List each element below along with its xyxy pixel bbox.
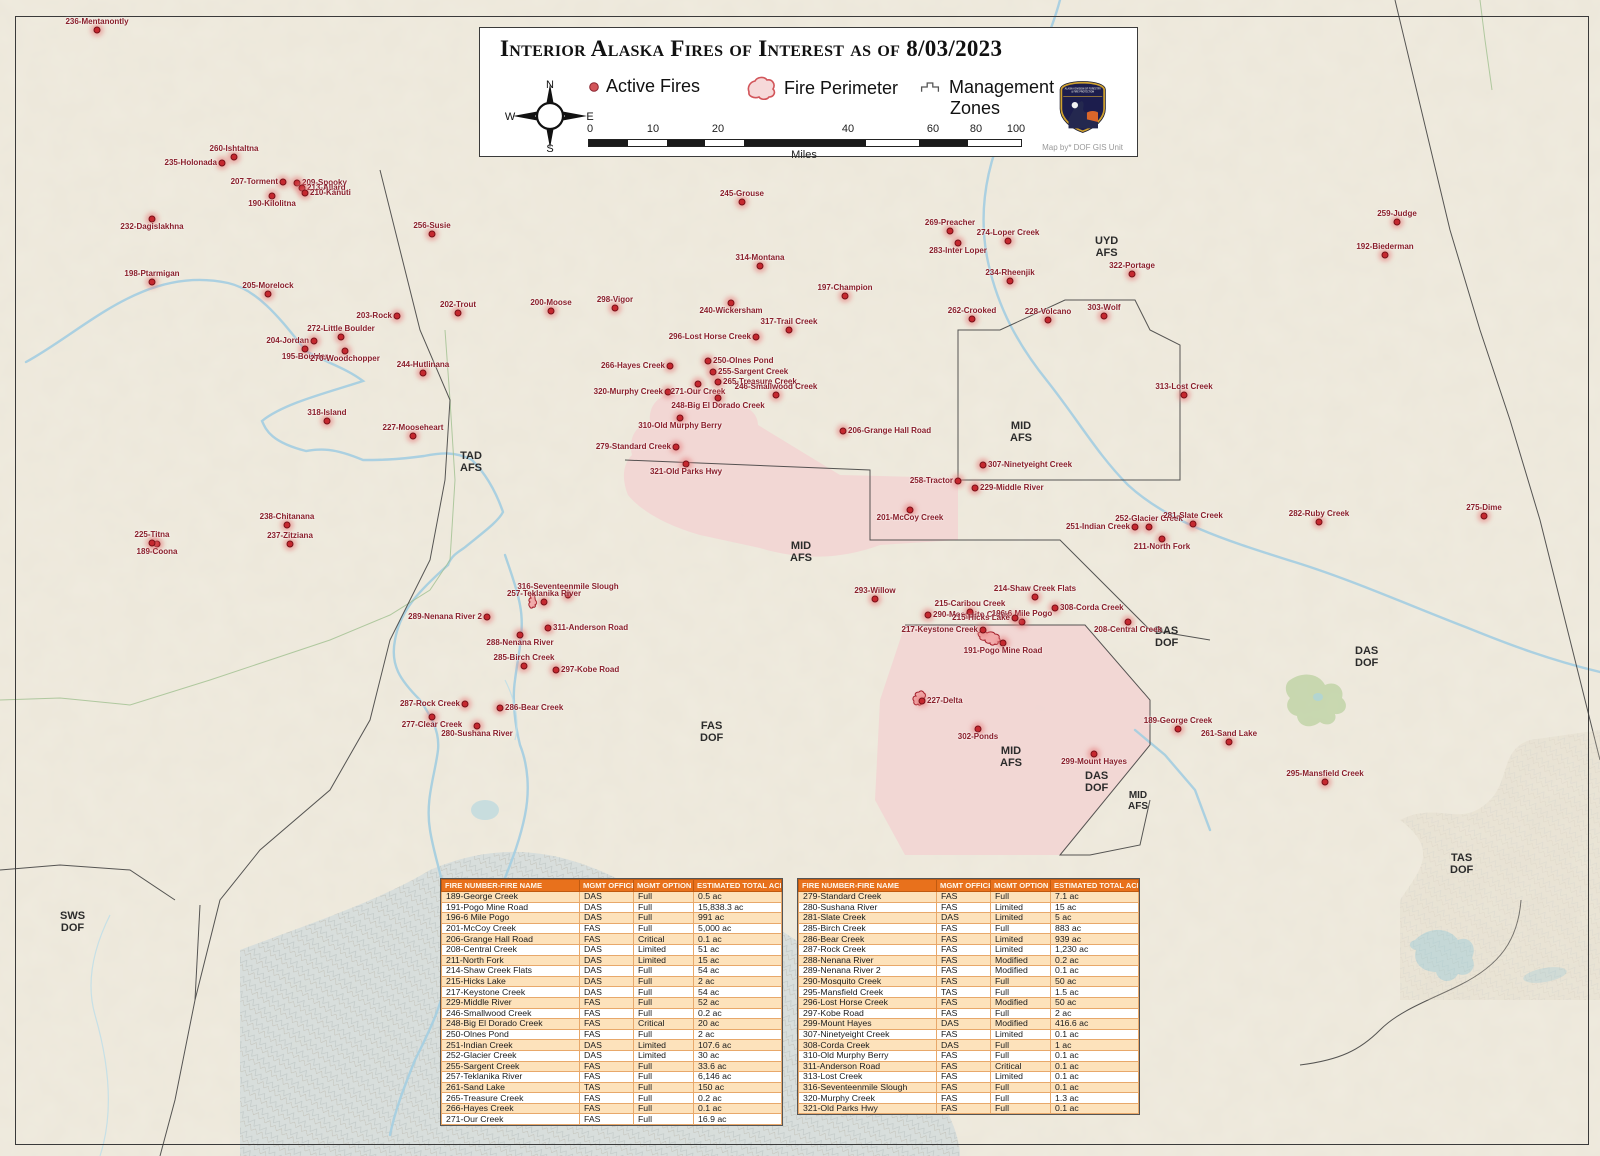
svg-text:E: E xyxy=(586,111,593,123)
svg-text:& FIRE PROTECTION: & FIRE PROTECTION xyxy=(1071,92,1094,94)
svg-text:N: N xyxy=(546,79,554,91)
svg-text:W: W xyxy=(505,111,516,123)
svg-text:S: S xyxy=(546,143,553,155)
